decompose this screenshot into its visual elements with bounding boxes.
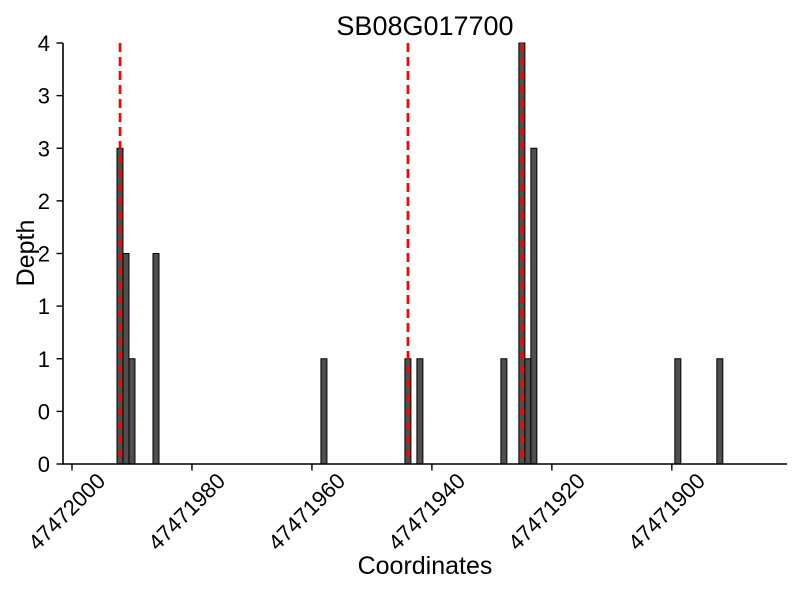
- y-tick-label: 4: [38, 31, 50, 56]
- y-tick-label: 3: [38, 136, 50, 161]
- depth-bar: [530, 147, 538, 465]
- y-tick-label: 0: [38, 399, 50, 424]
- x-tick-label: 47471960: [263, 468, 350, 555]
- x-tick-label: 47471940: [383, 468, 470, 555]
- depth-bar: [122, 253, 130, 465]
- y-tick-label: 1: [38, 294, 50, 319]
- y-tick-label: 2: [38, 242, 50, 267]
- depth-bar: [152, 253, 160, 465]
- y-tick-label: 1: [38, 347, 50, 372]
- depth-bar: [524, 358, 532, 465]
- depth-bar: [500, 358, 508, 465]
- depth-bar: [320, 358, 328, 465]
- x-tick-label: 47471920: [503, 468, 590, 555]
- depth-bar: [674, 358, 682, 465]
- x-tick-label: 47471900: [623, 468, 710, 555]
- plot-area: 47472000 47471980 47471960 47471940 47471920…: [23, 31, 787, 555]
- y-tick-label: 2: [38, 189, 50, 214]
- x-tick-label: 47471980: [143, 468, 230, 555]
- y-tick-label: 0: [38, 452, 50, 477]
- depth-bar: [416, 358, 424, 465]
- y-axis-label: Depth: [12, 220, 40, 287]
- depth-bar: [128, 358, 136, 465]
- x-axis-label: Coordinates: [358, 552, 493, 580]
- depth-bar: [116, 147, 124, 465]
- y-tick-label: 3: [38, 84, 50, 109]
- depth-bar: [716, 358, 724, 465]
- chart-title: SB08G017700: [336, 11, 513, 41]
- x-tick-label: 47472000: [23, 468, 110, 555]
